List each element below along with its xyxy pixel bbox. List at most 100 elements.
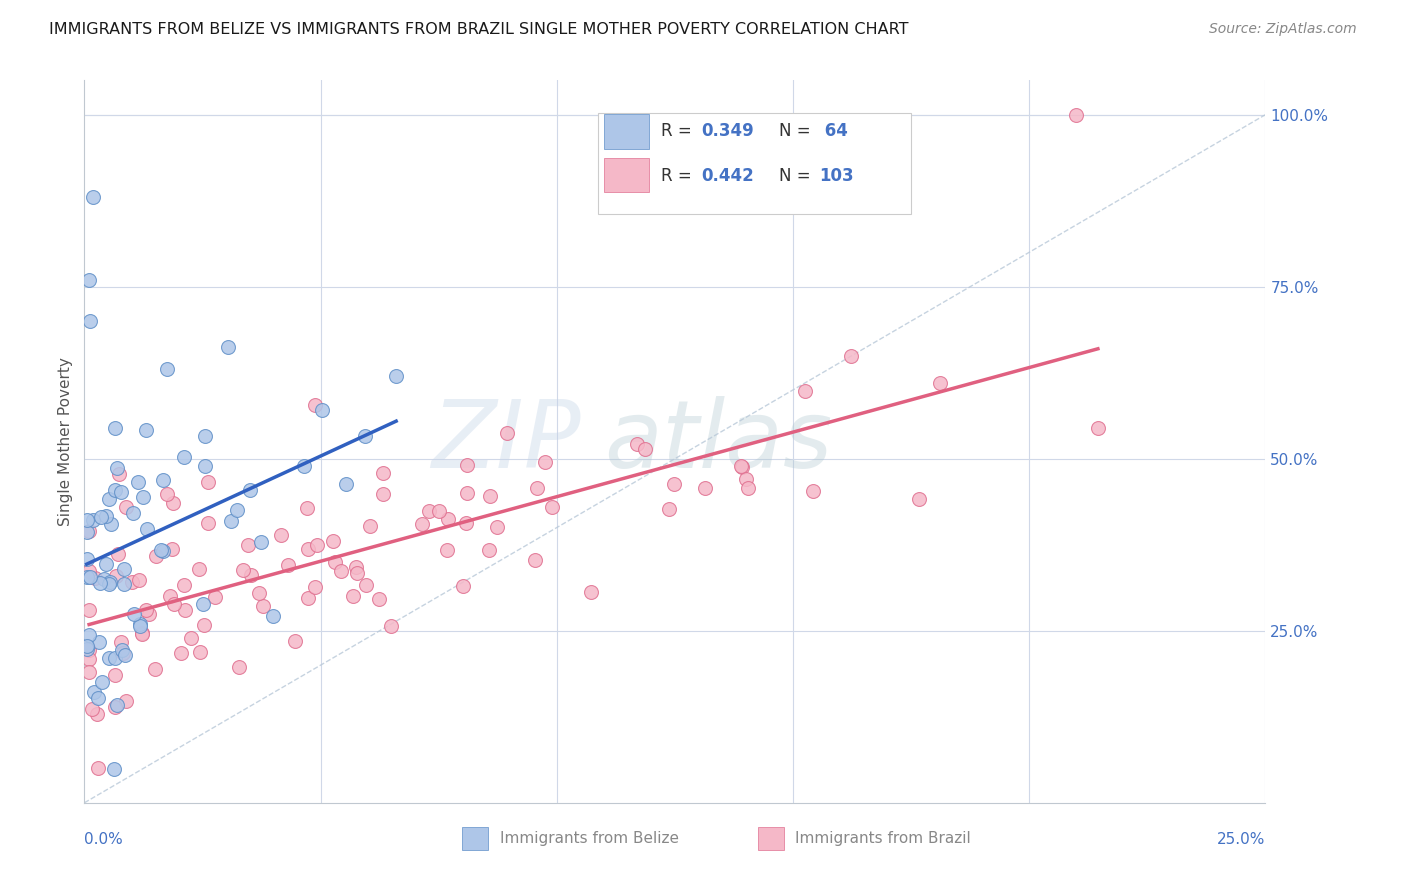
Text: 64: 64 bbox=[818, 122, 848, 140]
Point bbox=[170, 646, 193, 660]
Point bbox=[385, 369, 408, 384]
Point bbox=[156, 362, 179, 376]
Point bbox=[479, 489, 502, 503]
Point bbox=[91, 674, 114, 689]
Bar bbox=[605, 158, 650, 193]
Text: 0.442: 0.442 bbox=[700, 167, 754, 185]
Point bbox=[79, 314, 101, 328]
Text: 0.0%: 0.0% bbox=[84, 831, 124, 847]
Point bbox=[150, 542, 173, 557]
Point bbox=[239, 483, 262, 498]
Point bbox=[929, 376, 952, 390]
Point bbox=[103, 762, 125, 776]
Point bbox=[236, 538, 259, 552]
Point bbox=[82, 190, 104, 204]
Point bbox=[581, 585, 603, 599]
Point bbox=[456, 485, 478, 500]
Point bbox=[297, 542, 319, 557]
Bar bbox=[463, 827, 488, 850]
Point bbox=[367, 592, 389, 607]
Point bbox=[77, 564, 100, 578]
Point bbox=[145, 549, 167, 564]
Point bbox=[427, 504, 450, 518]
Point bbox=[197, 516, 219, 530]
Point bbox=[633, 442, 655, 456]
Text: 25.0%: 25.0% bbox=[1218, 831, 1265, 847]
Point bbox=[132, 490, 155, 504]
Point bbox=[162, 495, 184, 509]
Point bbox=[346, 566, 368, 580]
Point bbox=[658, 502, 681, 516]
Point bbox=[79, 570, 101, 584]
Point bbox=[100, 516, 122, 531]
Point bbox=[93, 572, 115, 586]
Text: Immigrants from Brazil: Immigrants from Brazil bbox=[796, 830, 972, 846]
Point bbox=[105, 569, 128, 583]
Point bbox=[239, 567, 262, 582]
Point bbox=[128, 619, 150, 633]
Point bbox=[541, 500, 564, 514]
Point bbox=[270, 528, 292, 542]
Bar bbox=[605, 114, 650, 149]
Point bbox=[76, 513, 98, 527]
Point bbox=[1066, 108, 1088, 122]
Point bbox=[228, 659, 250, 673]
Point bbox=[76, 525, 98, 540]
Point bbox=[110, 485, 132, 500]
Point bbox=[94, 509, 117, 524]
Point bbox=[252, 599, 274, 613]
Point bbox=[98, 650, 121, 665]
Point bbox=[77, 665, 100, 680]
Point bbox=[111, 643, 134, 657]
Point bbox=[322, 533, 344, 548]
Point bbox=[662, 477, 685, 491]
Point bbox=[304, 398, 326, 412]
Text: ZIP: ZIP bbox=[430, 396, 581, 487]
Point bbox=[226, 503, 249, 517]
Text: IMMIGRANTS FROM BELIZE VS IMMIGRANTS FROM BRAZIL SINGLE MOTHER POVERTY CORRELATI: IMMIGRANTS FROM BELIZE VS IMMIGRANTS FRO… bbox=[49, 22, 908, 37]
Point bbox=[105, 698, 128, 713]
Point bbox=[1087, 421, 1109, 435]
Point bbox=[136, 522, 159, 536]
Point bbox=[86, 706, 108, 721]
Point bbox=[104, 668, 127, 682]
Point bbox=[277, 558, 299, 572]
Point bbox=[114, 500, 136, 514]
Point bbox=[127, 475, 149, 489]
Text: N =: N = bbox=[779, 167, 815, 185]
Point bbox=[135, 602, 157, 616]
Point bbox=[160, 541, 183, 556]
Point bbox=[152, 544, 174, 558]
Point bbox=[77, 273, 100, 287]
Point bbox=[138, 607, 160, 622]
Point bbox=[485, 519, 508, 533]
Point bbox=[87, 691, 110, 706]
Point bbox=[731, 459, 754, 474]
Point bbox=[111, 647, 134, 661]
Point bbox=[323, 555, 346, 569]
Point bbox=[418, 504, 440, 518]
Point bbox=[437, 512, 460, 526]
Point bbox=[173, 450, 195, 464]
Point bbox=[371, 487, 394, 501]
Point bbox=[193, 597, 215, 611]
Point bbox=[232, 562, 254, 576]
Point bbox=[112, 562, 135, 576]
Point bbox=[456, 458, 478, 472]
Point bbox=[194, 428, 217, 442]
Point bbox=[82, 513, 104, 527]
Point bbox=[373, 466, 395, 480]
Point bbox=[436, 542, 458, 557]
Point bbox=[801, 483, 824, 498]
Point bbox=[626, 437, 648, 451]
Point bbox=[98, 491, 121, 506]
Point bbox=[122, 506, 145, 520]
Point bbox=[454, 516, 477, 531]
Point bbox=[97, 577, 120, 591]
Point bbox=[83, 571, 105, 585]
Point bbox=[143, 662, 166, 676]
Point bbox=[152, 473, 174, 487]
Point bbox=[451, 579, 474, 593]
Bar bbox=[758, 827, 783, 850]
Point bbox=[87, 761, 110, 775]
